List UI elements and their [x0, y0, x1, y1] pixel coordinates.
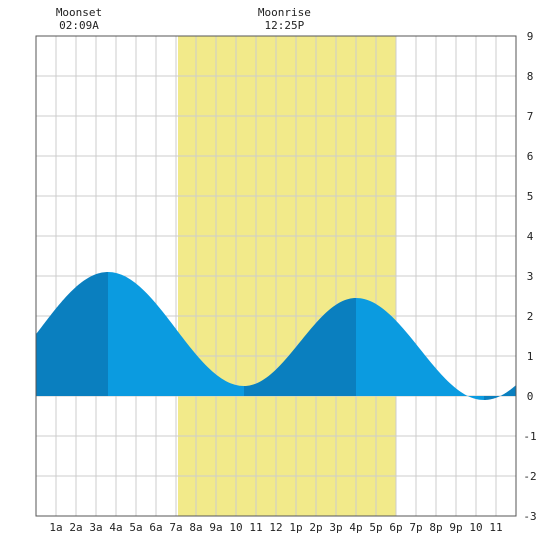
x-tick-label: 8p — [429, 521, 442, 534]
y-tick-label: 6 — [527, 150, 534, 163]
x-tick-label: 8a — [189, 521, 202, 534]
y-tick-label: 1 — [527, 350, 534, 363]
y-tick-label: 3 — [527, 270, 534, 283]
tide-rising-area — [484, 385, 516, 400]
x-tick-label: 1a — [49, 521, 62, 534]
x-tick-label: 1p — [289, 521, 302, 534]
y-tick-label: 7 — [527, 110, 534, 123]
annotation-time: 12:25P — [265, 19, 305, 32]
x-tick-label: 4a — [109, 521, 122, 534]
x-tick-label: 3a — [89, 521, 102, 534]
y-tick-label: -3 — [523, 510, 536, 523]
y-tick-label: 5 — [527, 190, 534, 203]
tide-rising-area — [36, 272, 108, 396]
x-tick-label: 7a — [169, 521, 182, 534]
y-tick-label: 8 — [527, 70, 534, 83]
x-tick-label: 5p — [369, 521, 382, 534]
x-tick-label: 7p — [409, 521, 422, 534]
annotation-label: Moonrise — [258, 6, 311, 19]
x-tick-label: 6p — [389, 521, 402, 534]
x-tick-label: 3p — [329, 521, 342, 534]
plot-frame — [35, 35, 517, 517]
x-tick-label: 9p — [449, 521, 462, 534]
tide-falling-area — [108, 272, 244, 396]
x-tick-label: 10 — [469, 521, 482, 534]
annotation-time: 02:09A — [59, 19, 99, 32]
y-tick-label: 9 — [527, 30, 534, 43]
x-tick-label: 5a — [129, 521, 142, 534]
x-tick-label: 2p — [309, 521, 322, 534]
y-tick-label: 4 — [527, 230, 534, 243]
x-tick-label: 10 — [229, 521, 242, 534]
x-tick-label: 11 — [489, 521, 502, 534]
x-tick-label: 2a — [69, 521, 82, 534]
x-tick-label: 9a — [209, 521, 222, 534]
y-tick-label: 2 — [527, 310, 534, 323]
x-tick-label: 11 — [249, 521, 262, 534]
x-tick-label: 12 — [269, 521, 282, 534]
x-tick-label: 4p — [349, 521, 362, 534]
y-tick-label: -2 — [523, 470, 536, 483]
x-tick-label: 6a — [149, 521, 162, 534]
y-tick-label: -1 — [523, 430, 536, 443]
y-tick-label: 0 — [527, 390, 534, 403]
tide-falling-area — [356, 298, 484, 400]
tide-rising-area — [244, 298, 356, 396]
annotation-label: Moonset — [56, 6, 102, 19]
